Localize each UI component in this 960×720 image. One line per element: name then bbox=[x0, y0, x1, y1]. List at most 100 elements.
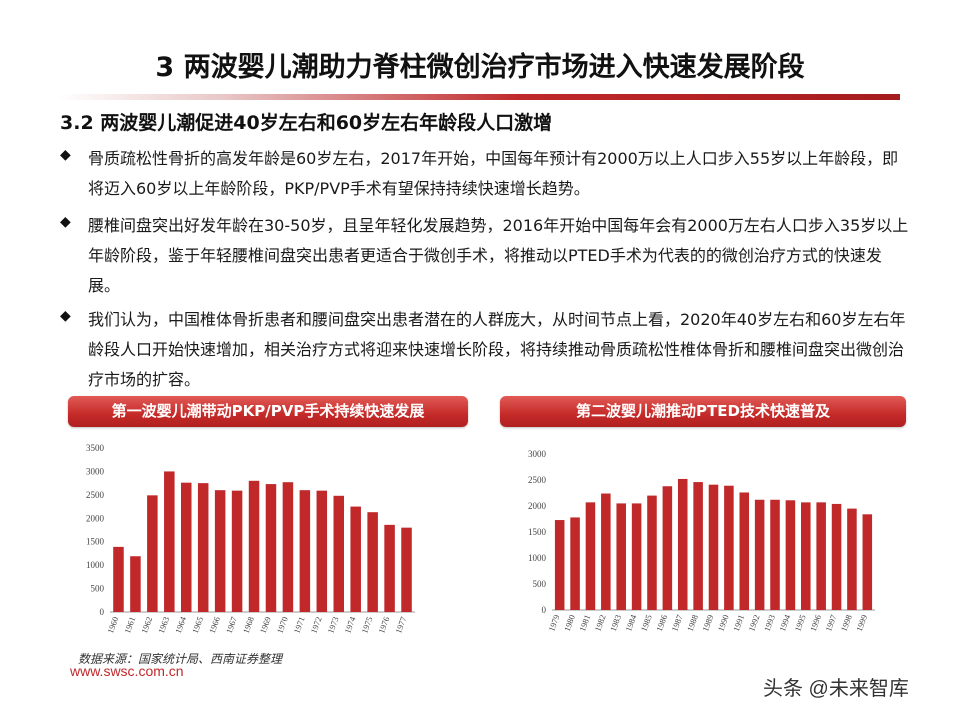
x-tick-label: 1997 bbox=[823, 613, 838, 632]
bar-1997 bbox=[831, 503, 842, 610]
bar-1972 bbox=[316, 490, 328, 612]
y-tick-label: 3000 bbox=[528, 449, 547, 459]
y-tick-label: 500 bbox=[91, 584, 105, 594]
bar-1990 bbox=[724, 485, 734, 610]
x-tick-label: 1979 bbox=[546, 613, 561, 632]
bar-1962 bbox=[147, 495, 158, 612]
x-tick-label: 1966 bbox=[207, 615, 222, 634]
bar-1974 bbox=[350, 506, 361, 612]
y-tick-label: 3500 bbox=[86, 443, 105, 453]
watermark-text: 头条 @未来智库 bbox=[763, 678, 909, 700]
x-tick-label: 1980 bbox=[562, 613, 577, 632]
x-tick-label: 1981 bbox=[577, 613, 592, 632]
x-tick-label: 1994 bbox=[777, 613, 792, 633]
x-tick-label: 1982 bbox=[593, 613, 608, 632]
x-tick-label: 1970 bbox=[275, 615, 290, 634]
x-tick-label: 1963 bbox=[156, 615, 171, 634]
bar-1999 bbox=[862, 514, 873, 610]
bar-1995 bbox=[801, 502, 811, 610]
y-tick-label: 1000 bbox=[528, 553, 547, 563]
y-tick-label: 2500 bbox=[528, 475, 547, 485]
bar-1963 bbox=[164, 471, 175, 612]
title-underline bbox=[58, 94, 900, 100]
diamond-bullet-icon: ◆ bbox=[60, 214, 71, 230]
chart-1-header: 第一波婴儿潮带动PKP/PVP手术持续快速发展 bbox=[68, 396, 468, 427]
bar-1988 bbox=[693, 482, 703, 610]
section-subtitle: 3.2 两波婴儿潮促进40岁左右和60岁左右年龄段人口激增 bbox=[60, 112, 553, 134]
bar-1967 bbox=[231, 490, 243, 612]
bullet-text: 我们认为，中国椎体骨折患者和腰间盘突出患者潜在的人群庞大，从时间节点上看，202… bbox=[88, 310, 906, 389]
x-tick-label: 1995 bbox=[792, 613, 807, 632]
bar-1983 bbox=[616, 503, 626, 610]
website-link[interactable]: www.swsc.com.cn bbox=[70, 663, 184, 679]
bullet-item-3: ◆ 我们认为，中国椎体骨折患者和腰间盘突出患者潜在的人群庞大，从时间节点上看，2… bbox=[60, 305, 910, 395]
x-tick-label: 1962 bbox=[139, 615, 154, 634]
bar-1996 bbox=[816, 502, 826, 610]
bar-1966 bbox=[214, 490, 226, 612]
bar-1998 bbox=[847, 508, 857, 610]
x-tick-label: 1977 bbox=[393, 615, 408, 634]
y-tick-label: 1500 bbox=[86, 537, 105, 547]
bar-1985 bbox=[647, 495, 657, 610]
y-tick-label: 500 bbox=[533, 579, 547, 589]
x-tick-label: 1964 bbox=[173, 615, 188, 635]
x-tick-label: 1968 bbox=[241, 615, 256, 634]
x-tick-label: 1969 bbox=[258, 615, 273, 634]
x-tick-label: 1971 bbox=[292, 615, 307, 634]
chart-1-baby-boom-1960s: 0 500 1000 1500 2000 2500 3000 3500 1960 1961 1962… bbox=[86, 443, 415, 635]
chart-2-baby-boom-1980s: 0 500 1000 1500 2000 2500 3000 1979 1980 1981 1982… bbox=[528, 449, 875, 633]
x-tick-label: 1985 bbox=[639, 613, 654, 632]
x-tick-label: 1987 bbox=[669, 613, 684, 632]
bar-1975 bbox=[367, 512, 378, 612]
bullet-text: 骨质疏松性骨折的高发年龄是60岁左右，2017年开始，中国每年预计有2000万以… bbox=[88, 149, 899, 198]
y-tick-label: 1500 bbox=[528, 527, 547, 537]
bar-1961 bbox=[130, 556, 141, 612]
bullet-text: 腰椎间盘突出好发年龄在30-50岁，且呈年轻化发展趋势，2016年开始中国每年会… bbox=[88, 216, 909, 295]
x-tick-label: 1972 bbox=[308, 615, 323, 634]
x-tick-label: 1983 bbox=[608, 613, 623, 632]
diamond-bullet-icon: ◆ bbox=[60, 308, 71, 324]
x-tick-label: 1967 bbox=[224, 615, 239, 634]
y-tick-label: 2000 bbox=[86, 513, 105, 523]
bar-1977 bbox=[401, 527, 412, 612]
y-tick-label: 2000 bbox=[528, 501, 547, 511]
bar-1980 bbox=[570, 517, 580, 610]
slide-title: 3 两波婴儿潮助力脊柱微创治疗市场进入快速发展阶段 bbox=[155, 52, 805, 83]
bar-1992 bbox=[754, 499, 765, 610]
bar-1981 bbox=[585, 502, 596, 610]
bar-1987 bbox=[677, 478, 688, 610]
bar-1976 bbox=[384, 524, 395, 612]
x-tick-label: 1975 bbox=[359, 615, 374, 634]
y-tick-label: 2500 bbox=[86, 490, 105, 500]
bar-1989 bbox=[708, 484, 719, 610]
x-tick-label: 1992 bbox=[746, 613, 761, 632]
x-tick-label: 1986 bbox=[654, 613, 669, 632]
x-tick-label: 1973 bbox=[325, 615, 340, 634]
x-tick-label: 1998 bbox=[839, 613, 854, 632]
bar-1986 bbox=[662, 486, 673, 610]
bullet-item-1: ◆ 骨质疏松性骨折的高发年龄是60岁左右，2017年开始，中国每年预计有2000… bbox=[60, 144, 910, 204]
bar-1968 bbox=[248, 480, 260, 612]
bar-1982 bbox=[601, 493, 611, 610]
bar-1971 bbox=[299, 490, 311, 612]
x-tick-label: 1990 bbox=[716, 613, 731, 632]
x-tick-label: 1996 bbox=[808, 613, 823, 632]
x-tick-label: 1965 bbox=[190, 615, 205, 634]
y-tick-label: 0 bbox=[542, 605, 547, 615]
x-tick-label: 1988 bbox=[685, 613, 700, 632]
x-tick-label: 1993 bbox=[762, 613, 777, 632]
x-tick-label: 1984 bbox=[623, 613, 638, 633]
diamond-bullet-icon: ◆ bbox=[60, 147, 71, 163]
bar-1973 bbox=[333, 495, 345, 612]
bar-1991 bbox=[739, 492, 750, 610]
x-tick-label: 1989 bbox=[700, 613, 715, 632]
y-tick-label: 3000 bbox=[86, 466, 105, 476]
bar-1969 bbox=[265, 484, 277, 612]
bar-1993 bbox=[770, 499, 780, 610]
x-tick-label: 1991 bbox=[731, 613, 746, 632]
x-tick-label: 1976 bbox=[376, 615, 391, 634]
bullet-item-2: ◆ 腰椎间盘突出好发年龄在30-50岁，且呈年轻化发展趋势，2016年开始中国每… bbox=[60, 211, 910, 301]
x-tick-label: 1961 bbox=[122, 615, 137, 634]
x-tick-label: 1974 bbox=[342, 615, 357, 635]
bar-1984 bbox=[631, 503, 642, 610]
